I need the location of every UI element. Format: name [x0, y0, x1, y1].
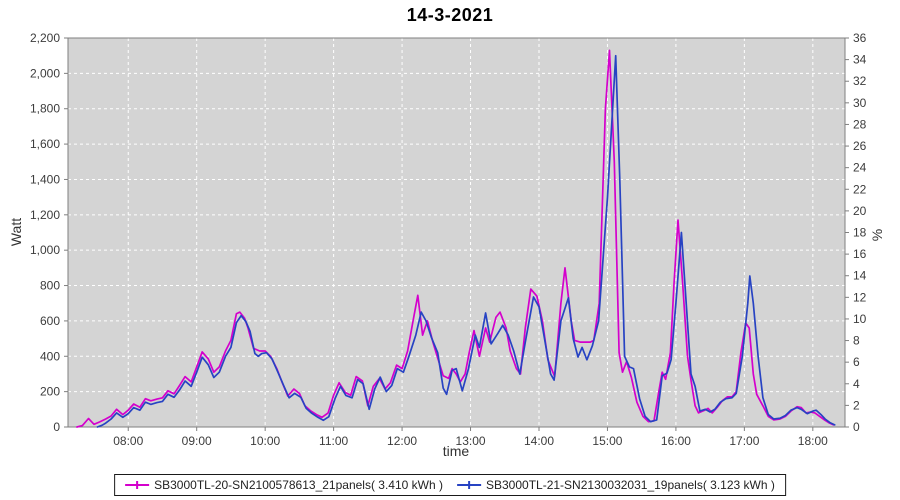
plot-area: 02004006008001,0001,2001,4001,6001,8002,…: [30, 31, 867, 448]
series-line-marker-blue-icon: [457, 480, 481, 490]
legend-label-inverter-21: SB3000TL-21-SN2130032031_19panels( 3.123…: [486, 478, 775, 492]
svg-text:16:00: 16:00: [661, 434, 691, 448]
chart-title: 14-3-2021: [406, 5, 494, 25]
svg-text:200: 200: [40, 385, 60, 399]
svg-text:6: 6: [853, 355, 860, 369]
right-axis-label: %: [869, 228, 885, 242]
svg-text:22: 22: [853, 182, 867, 196]
svg-text:26: 26: [853, 139, 867, 153]
svg-text:12:00: 12:00: [387, 434, 417, 448]
svg-text:1,600: 1,600: [30, 137, 60, 151]
svg-text:28: 28: [853, 117, 867, 131]
svg-text:14: 14: [853, 269, 867, 283]
svg-text:13:00: 13:00: [456, 434, 486, 448]
svg-text:1,800: 1,800: [30, 102, 60, 116]
svg-text:2,000: 2,000: [30, 66, 60, 80]
svg-text:14:00: 14:00: [524, 434, 554, 448]
svg-text:36: 36: [853, 31, 867, 45]
svg-text:1,400: 1,400: [30, 172, 60, 186]
svg-text:18:00: 18:00: [798, 434, 828, 448]
svg-text:10: 10: [853, 312, 867, 326]
svg-text:30: 30: [853, 96, 867, 110]
svg-text:32: 32: [853, 74, 867, 88]
svg-text:0: 0: [53, 420, 60, 434]
svg-text:800: 800: [40, 279, 60, 293]
svg-text:600: 600: [40, 314, 60, 328]
svg-text:18: 18: [853, 226, 867, 240]
svg-text:16: 16: [853, 247, 867, 261]
svg-text:11:00: 11:00: [319, 434, 348, 448]
svg-text:4: 4: [853, 377, 860, 391]
svg-text:12: 12: [853, 290, 867, 304]
svg-text:8: 8: [853, 334, 860, 348]
svg-text:0: 0: [853, 420, 860, 434]
svg-text:400: 400: [40, 349, 60, 363]
svg-text:24: 24: [853, 161, 867, 175]
svg-text:1,000: 1,000: [30, 243, 60, 257]
svg-text:20: 20: [853, 204, 867, 218]
x-axis-label: time: [442, 443, 470, 459]
svg-text:17:00: 17:00: [729, 434, 759, 448]
svg-text:09:00: 09:00: [182, 434, 212, 448]
left-axis-label: Watt: [8, 217, 24, 247]
svg-text:10:00: 10:00: [250, 434, 280, 448]
svg-text:08:00: 08:00: [113, 434, 143, 448]
series-line-marker-magenta-icon: [125, 480, 150, 490]
svg-text:2,200: 2,200: [30, 31, 60, 45]
legend-item-inverter-21: SB3000TL-21-SN2130032031_19panels( 3.123…: [457, 478, 775, 492]
svg-text:34: 34: [853, 53, 867, 67]
svg-text:15:00: 15:00: [592, 434, 622, 448]
legend-item-inverter-20: SB3000TL-20-SN2100578613_21panels( 3.410…: [125, 478, 443, 492]
legend: SB3000TL-20-SN2100578613_21panels( 3.410…: [114, 474, 786, 496]
svg-text:1,200: 1,200: [30, 208, 60, 222]
legend-label-inverter-20: SB3000TL-20-SN2100578613_21panels( 3.410…: [154, 478, 443, 492]
svg-text:2: 2: [853, 398, 860, 412]
